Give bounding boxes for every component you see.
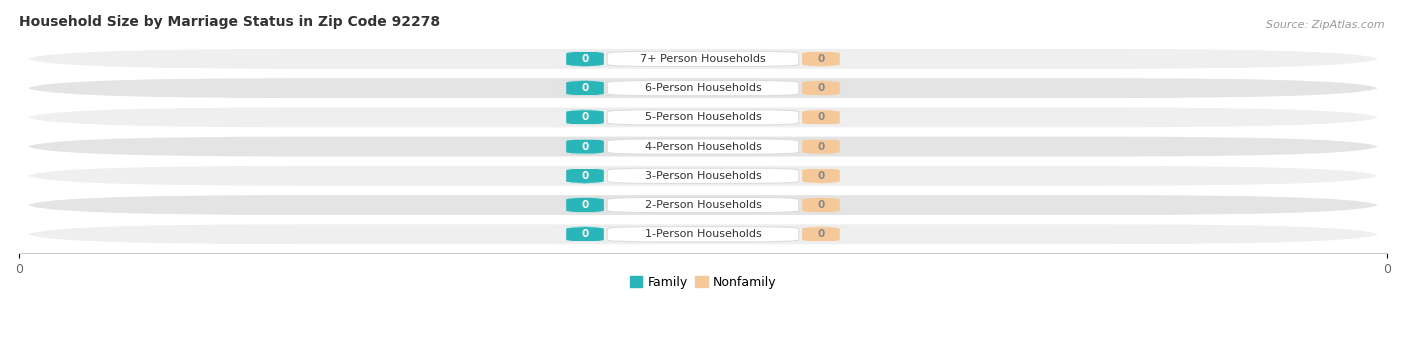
FancyBboxPatch shape: [25, 135, 1381, 158]
FancyBboxPatch shape: [792, 227, 851, 242]
Text: 3-Person Households: 3-Person Households: [644, 171, 762, 181]
Text: 7+ Person Households: 7+ Person Households: [640, 54, 766, 64]
Text: 0: 0: [582, 83, 589, 93]
Text: 6-Person Households: 6-Person Households: [644, 83, 762, 93]
FancyBboxPatch shape: [555, 51, 614, 67]
Legend: Family, Nonfamily: Family, Nonfamily: [624, 271, 782, 294]
Text: 4-Person Households: 4-Person Households: [644, 141, 762, 152]
FancyBboxPatch shape: [555, 110, 614, 125]
FancyBboxPatch shape: [607, 168, 799, 183]
Text: 5-Person Households: 5-Person Households: [644, 112, 762, 122]
FancyBboxPatch shape: [792, 51, 851, 67]
Text: 0: 0: [582, 112, 589, 122]
FancyBboxPatch shape: [607, 81, 799, 96]
FancyBboxPatch shape: [555, 227, 614, 242]
FancyBboxPatch shape: [555, 81, 614, 96]
FancyBboxPatch shape: [792, 139, 851, 154]
Text: Source: ZipAtlas.com: Source: ZipAtlas.com: [1267, 20, 1385, 30]
FancyBboxPatch shape: [25, 47, 1381, 71]
FancyBboxPatch shape: [792, 81, 851, 96]
Text: 0: 0: [817, 54, 824, 64]
FancyBboxPatch shape: [792, 168, 851, 183]
FancyBboxPatch shape: [792, 110, 851, 125]
Text: 0: 0: [817, 83, 824, 93]
FancyBboxPatch shape: [792, 198, 851, 212]
Text: 1-Person Households: 1-Person Households: [644, 229, 762, 239]
Text: 0: 0: [582, 54, 589, 64]
Text: 0: 0: [582, 171, 589, 181]
FancyBboxPatch shape: [607, 139, 799, 154]
Text: 0: 0: [582, 141, 589, 152]
FancyBboxPatch shape: [25, 164, 1381, 187]
FancyBboxPatch shape: [555, 198, 614, 212]
Text: Household Size by Marriage Status in Zip Code 92278: Household Size by Marriage Status in Zip…: [20, 15, 440, 29]
Text: 0: 0: [582, 200, 589, 210]
Text: 0: 0: [817, 171, 824, 181]
FancyBboxPatch shape: [607, 198, 799, 212]
FancyBboxPatch shape: [25, 223, 1381, 246]
FancyBboxPatch shape: [25, 106, 1381, 129]
Text: 0: 0: [817, 141, 824, 152]
Text: 0: 0: [817, 112, 824, 122]
FancyBboxPatch shape: [555, 139, 614, 154]
FancyBboxPatch shape: [607, 227, 799, 242]
Text: 0: 0: [582, 229, 589, 239]
FancyBboxPatch shape: [25, 76, 1381, 100]
FancyBboxPatch shape: [555, 168, 614, 183]
Text: 0: 0: [817, 200, 824, 210]
FancyBboxPatch shape: [607, 51, 799, 67]
Text: 0: 0: [817, 229, 824, 239]
Text: 2-Person Households: 2-Person Households: [644, 200, 762, 210]
FancyBboxPatch shape: [607, 110, 799, 125]
FancyBboxPatch shape: [25, 193, 1381, 217]
